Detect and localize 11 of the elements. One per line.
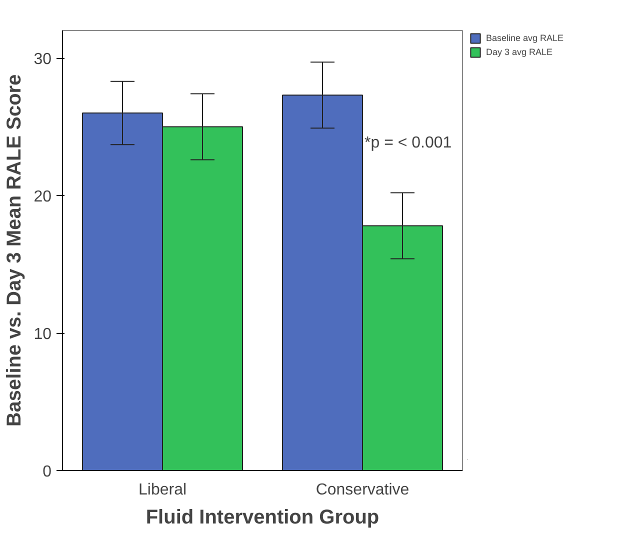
- y-tick-label: 20: [34, 188, 52, 206]
- x-tick-label: Conservative: [316, 482, 410, 498]
- legend-label: Day 3 avg RALE: [486, 47, 553, 57]
- legend-label: Baseline avg RALE: [486, 33, 564, 43]
- annotation: *p = < 0.001: [364, 134, 452, 152]
- y-tick-label: 0: [42, 464, 52, 480]
- x-axis-title: Fluid Intervention Group: [146, 506, 380, 528]
- y-tick-label: 30: [34, 51, 52, 68]
- x-tick-label: Liberal: [138, 482, 187, 498]
- y-axis-title: Baseline vs. Day 3 Mean RALE Score: [4, 74, 26, 427]
- y-tick-label: 10: [34, 326, 52, 343]
